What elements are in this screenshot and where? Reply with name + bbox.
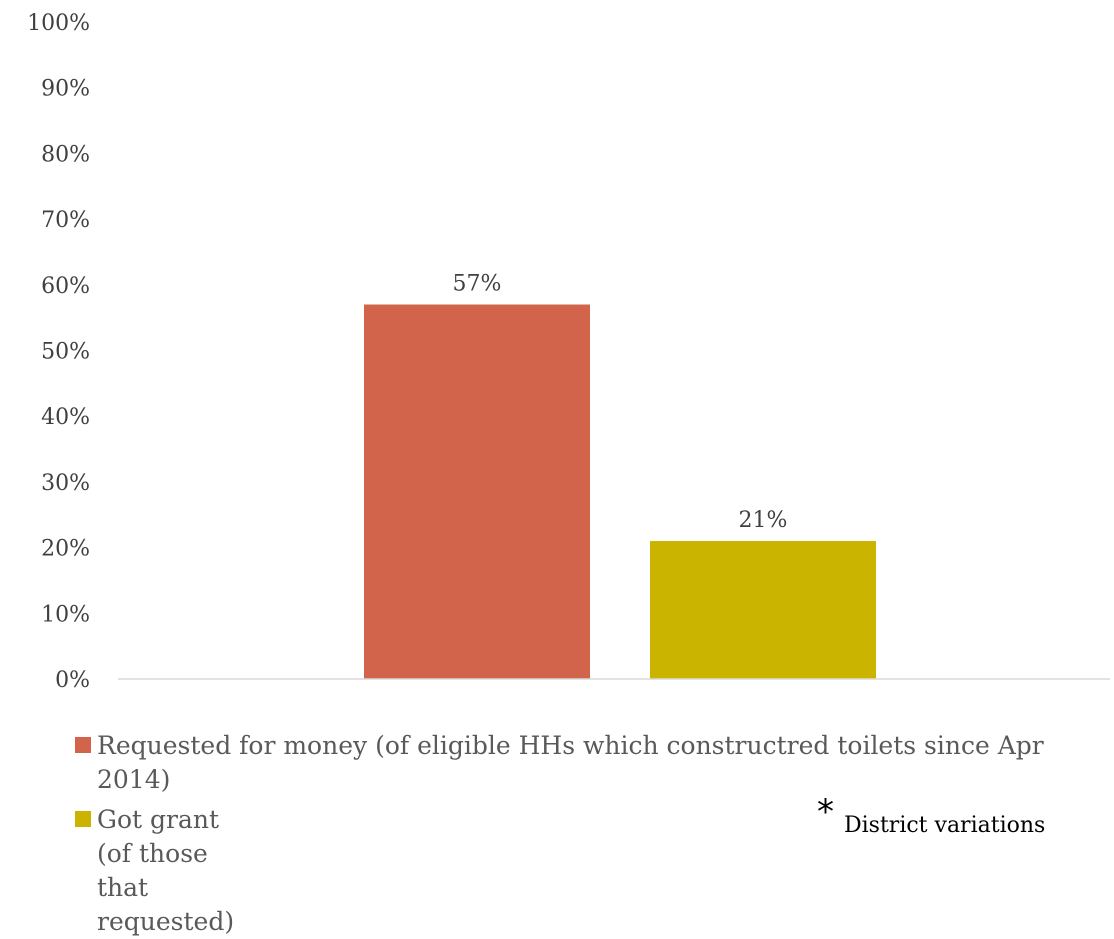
legend-item-requested: Requested for money (of eligible HHs whi… xyxy=(75,729,1114,797)
bars xyxy=(364,305,876,679)
legend-swatch-got-grant xyxy=(75,811,91,827)
y-tick-label: 40% xyxy=(41,405,90,430)
y-tick-label: 80% xyxy=(41,142,90,167)
y-tick-label: 0% xyxy=(55,668,90,693)
district-variations-note: * District variations xyxy=(817,805,1045,841)
data-label-series-1: 21% xyxy=(739,508,788,533)
legend-swatch-requested xyxy=(75,737,91,753)
note-text: District variations xyxy=(844,811,1045,841)
y-axis-tick-labels: 0% 10% 20% 30% 40% 50% 60% 70% 80% 90% 100% xyxy=(27,11,90,693)
bar-chart: 0% 10% 20% 30% 40% 50% 60% 70% 80% 90% 100% 57% 21% xyxy=(0,0,1114,700)
y-tick-label: 100% xyxy=(27,11,90,36)
data-label-series-0: 57% xyxy=(453,272,502,297)
legend-label-requested: Requested for money (of eligible HHs whi… xyxy=(97,729,1087,797)
y-tick-label: 50% xyxy=(41,340,90,365)
bar-series-1 xyxy=(650,541,876,679)
y-tick-label: 30% xyxy=(41,471,90,496)
y-tick-label: 10% xyxy=(41,602,90,627)
y-tick-label: 90% xyxy=(41,77,90,102)
y-tick-label: 20% xyxy=(41,537,90,562)
asterisk-symbol: * xyxy=(817,797,834,827)
y-tick-label: 70% xyxy=(41,208,90,233)
legend-label-got-grant: Got grant (of those that requested) xyxy=(97,803,234,939)
y-tick-label: 60% xyxy=(41,274,90,299)
legend-item-got-grant: Got grant (of those that requested) xyxy=(75,803,234,939)
bar-series-0 xyxy=(364,305,590,679)
